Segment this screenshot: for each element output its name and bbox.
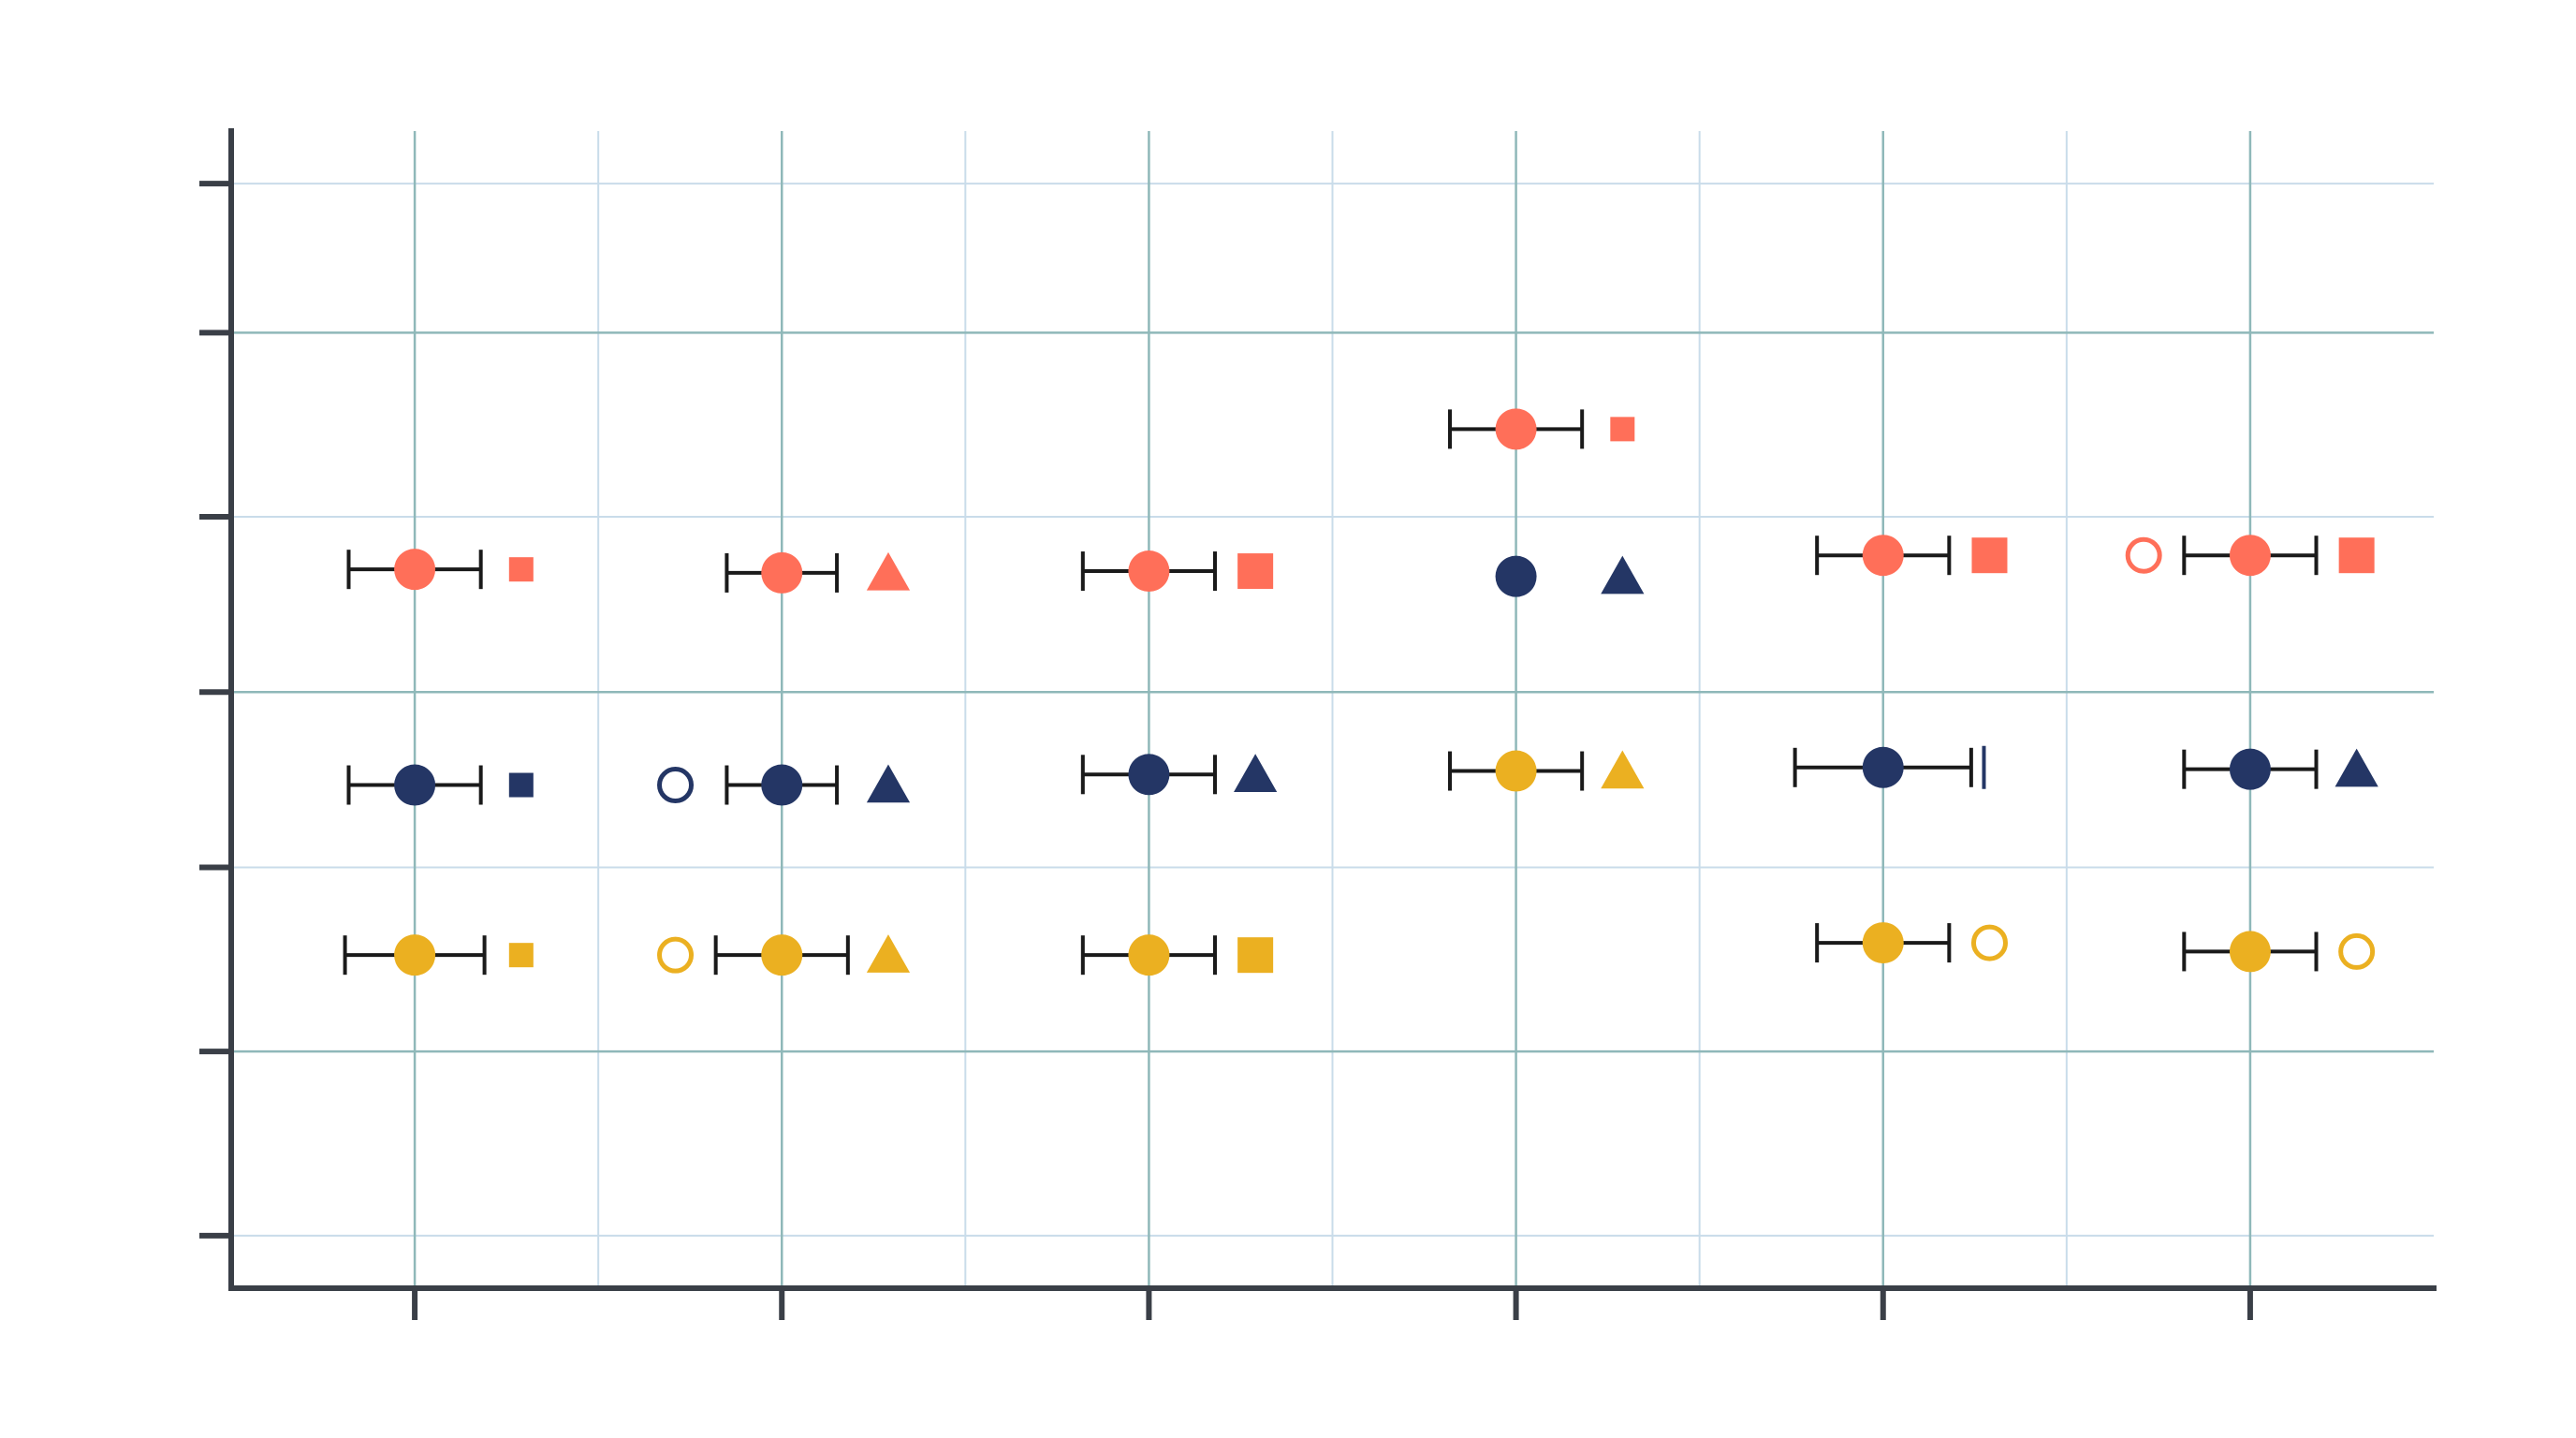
data-point-group: [2125, 535, 2375, 577]
data-point-group: [1080, 934, 1274, 976]
marker-triangle: [1234, 754, 1278, 792]
axes: [199, 128, 2437, 1320]
data-point-group: [2182, 748, 2378, 790]
data-point-dot: [2229, 748, 2271, 790]
data-point-group: [1080, 550, 1274, 593]
data-point-group: [1080, 754, 1278, 796]
marker-triangle: [1601, 750, 1645, 789]
data-point-group: [2182, 931, 2376, 973]
data-point-dot: [761, 551, 803, 594]
marker-square: [508, 772, 534, 798]
data-point-dot: [394, 549, 436, 591]
marker-square: [2338, 537, 2375, 574]
data-point-dot: [394, 764, 436, 806]
data-point-group: [724, 551, 911, 594]
marker-open-circle: [1970, 924, 2008, 961]
data-point-dot: [1128, 934, 1170, 976]
outlier-open-circle: [657, 767, 695, 804]
marker-triangle: [866, 764, 911, 803]
data-marks: [343, 408, 2378, 976]
data-point-group: [346, 764, 534, 806]
data-point-group: [657, 764, 911, 806]
data-point-dot: [1862, 746, 1904, 788]
marker-square: [1610, 417, 1635, 442]
data-point-dot: [1495, 750, 1537, 792]
data-point-dot: [1128, 754, 1170, 796]
data-point-group: [1447, 408, 1635, 450]
data-point-dot: [761, 934, 803, 976]
data-point-dot: [2229, 535, 2271, 577]
outlier-open-circle: [657, 936, 695, 974]
data-point-dot: [1862, 535, 1904, 577]
marker-square: [1971, 537, 2008, 574]
marker-triangle: [2334, 748, 2378, 787]
data-point-group: [657, 934, 911, 976]
marker-square: [1237, 553, 1274, 590]
data-point-group: [346, 549, 534, 591]
marker-square: [508, 943, 534, 968]
data-point-group: [1793, 745, 1986, 789]
marker-open-circle: [2338, 932, 2376, 970]
data-point-group: [1815, 922, 2008, 964]
data-point-group: [1815, 535, 2008, 577]
data-point-dot: [1495, 555, 1537, 597]
data-point-group: [1495, 555, 1645, 597]
grid: [231, 131, 2434, 1288]
marker-triangle: [866, 551, 911, 591]
marker-square: [508, 557, 534, 582]
data-point-group: [1447, 750, 1645, 792]
data-point-dot: [761, 764, 803, 806]
data-point-dot: [2229, 931, 2271, 973]
outlier-open-circle: [2125, 536, 2162, 574]
data-point-dot: [1495, 408, 1537, 450]
data-point-dot: [1862, 922, 1904, 964]
data-point-dot: [394, 934, 436, 976]
data-point-group: [343, 934, 534, 976]
data-point-dot: [1128, 550, 1170, 593]
marker-triangle: [866, 934, 911, 973]
marker-square: [1237, 937, 1274, 974]
marker-triangle: [1601, 555, 1645, 594]
